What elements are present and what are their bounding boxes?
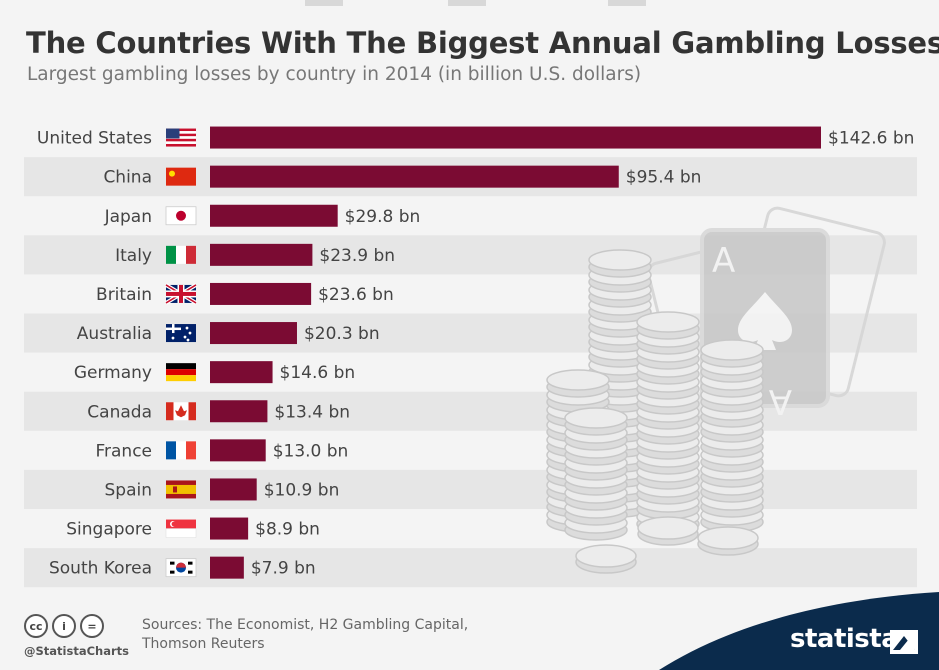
bar-row: Canada $13.4 bn: [87, 400, 350, 423]
sources-line-1: Sources: The Economist, H2 Gambling Capi…: [142, 617, 469, 633]
value-label: $23.9 bn: [319, 246, 395, 266]
category-label: Singapore: [66, 520, 152, 540]
flag-australia-icon: [166, 324, 196, 343]
flag-italy-icon: [166, 245, 196, 264]
bar-row: Britain $23.6 bn: [96, 282, 394, 305]
brand-wave: [659, 592, 939, 670]
flag-japan-icon: [165, 206, 197, 226]
bar: [210, 517, 249, 540]
statista-logo[interactable]: statista: [790, 624, 899, 654]
bars: United States $142.6 bn China $95.4 bn Japan…: [37, 126, 914, 579]
category-label: South Korea: [49, 559, 152, 579]
by-icon: i: [52, 614, 76, 638]
bar: [210, 165, 619, 188]
bar: [210, 204, 338, 227]
sources-text: Sources: The Economist, H2 Gambling Capi…: [142, 616, 502, 654]
flag-france-icon: [166, 441, 196, 460]
value-label: $10.9 bn: [264, 480, 340, 500]
page-subtitle: Largest gambling losses by country in 20…: [27, 64, 642, 85]
bar-row: France $13.0 bn: [95, 439, 349, 462]
value-label: $13.0 bn: [273, 441, 349, 461]
value-label: $20.3 bn: [304, 324, 380, 344]
value-label: $29.8 bn: [345, 207, 421, 227]
flag-us-icon: [166, 128, 196, 147]
value-label: $14.6 bn: [280, 363, 356, 383]
casino-decoration: A A: [546, 206, 886, 574]
bar-row: Japan $29.8 bn: [104, 204, 421, 227]
twitter-handle: @StatistaCharts: [24, 644, 129, 658]
cc-icon: cc: [24, 614, 48, 638]
value-label: $95.4 bn: [626, 168, 702, 188]
license-icons: cc i =: [24, 614, 104, 638]
casino-chips-icon: [546, 249, 764, 574]
flag-germany-icon: [166, 363, 196, 382]
flag-south-korea-icon: [165, 558, 197, 578]
row-stripe: [24, 469, 917, 509]
bar: [210, 243, 313, 266]
bar-row: Germany $14.6 bn: [74, 361, 356, 384]
flag-singapore-icon: [165, 519, 197, 538]
category-label: France: [95, 441, 152, 461]
flag-spain-icon: [166, 480, 196, 499]
category-label: Canada: [87, 402, 152, 422]
bar: [210, 322, 297, 345]
value-label: $13.4 bn: [274, 402, 350, 422]
category-label: Italy: [115, 246, 152, 266]
bar-row: Singapore $8.9 bn: [66, 517, 320, 540]
category-label: Spain: [105, 480, 153, 500]
category-label: United States: [37, 129, 152, 149]
row-stripe: [24, 548, 917, 588]
svg-text:A: A: [712, 241, 735, 281]
value-label: $7.9 bn: [251, 559, 316, 579]
bar-chart: A A United States $142.6 bn China $95.4 bn J…: [24, 126, 917, 588]
nd-icon: =: [80, 614, 104, 638]
flag-china-icon: [166, 167, 196, 186]
sources-line-2: Thomson Reuters: [142, 636, 265, 652]
svg-text:A: A: [769, 381, 792, 421]
category-label: Australia: [77, 324, 152, 344]
bar: [210, 361, 273, 384]
value-label: $142.6 bn: [828, 129, 914, 149]
statista-logo-icon: [890, 630, 918, 654]
bar-row: China $95.4 bn: [103, 165, 702, 188]
value-label: $8.9 bn: [255, 520, 320, 540]
value-label: $23.6 bn: [318, 285, 394, 305]
bar: [210, 556, 244, 579]
flag-britain-icon: [164, 283, 198, 305]
flag-canada-icon: [166, 402, 196, 421]
category-label: Japan: [104, 207, 152, 227]
category-label: Britain: [96, 285, 152, 305]
bar: [210, 439, 266, 462]
bar: [210, 282, 312, 305]
bar-row: Australia $20.3 bn: [77, 322, 380, 345]
bar: [210, 478, 257, 501]
bar: [210, 126, 821, 149]
bar-row: Italy $23.9 bn: [115, 243, 395, 266]
bar-row: South Korea $7.9 bn: [49, 556, 316, 579]
bar-row: United States $142.6 bn: [37, 126, 914, 149]
category-label: Germany: [74, 363, 152, 383]
category-label: China: [103, 168, 152, 188]
bar-row: Spain $10.9 bn: [105, 478, 340, 501]
bar: [210, 400, 268, 423]
page-title: The Countries With The Biggest Annual Ga…: [26, 26, 939, 60]
